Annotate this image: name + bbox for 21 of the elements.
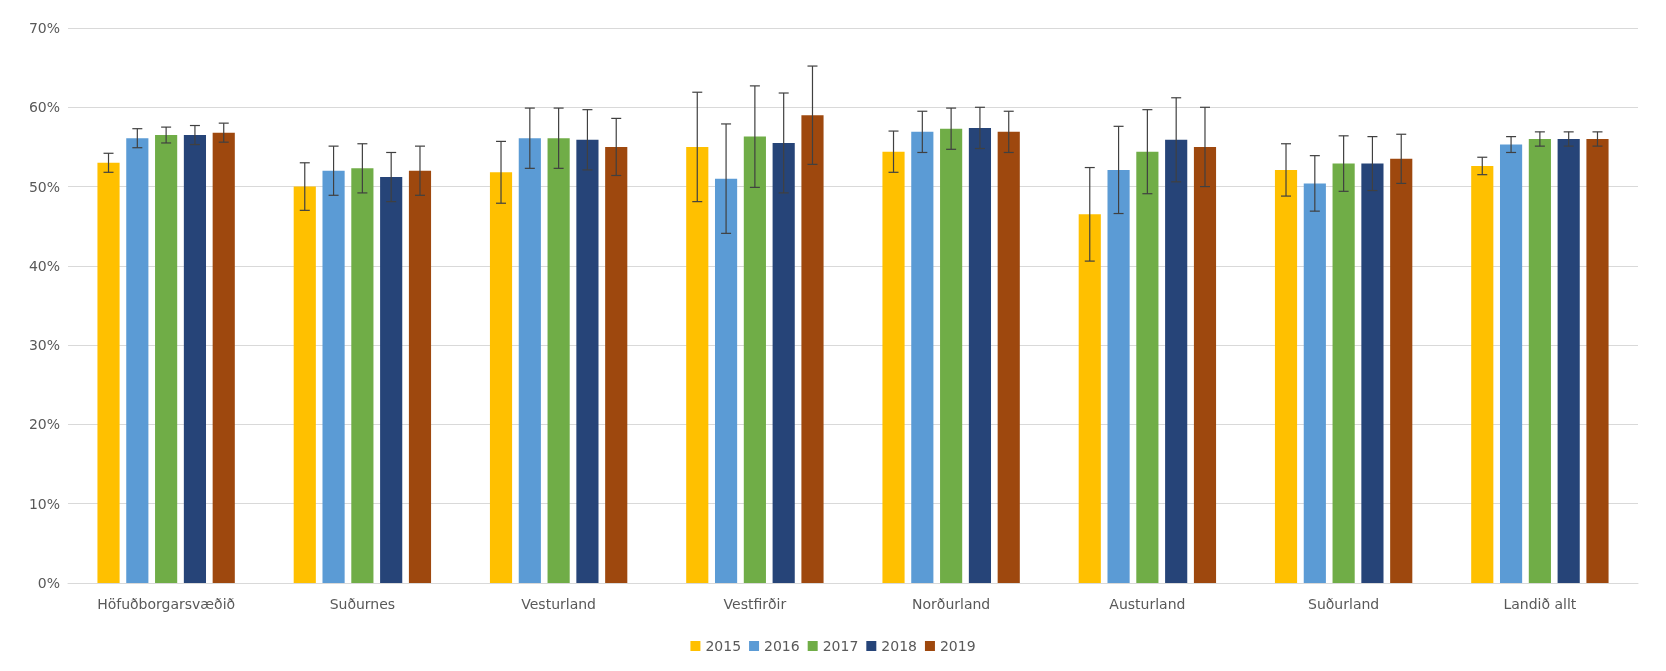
y-tick-label: 20% — [28, 416, 60, 433]
y-tick-label: 60% — [28, 99, 60, 116]
y-tick-label: 30% — [28, 337, 60, 354]
x-tick-label: Norðurland — [912, 596, 991, 612]
x-tick-label: Suðurland — [1308, 596, 1380, 612]
legend-label: 2019 — [939, 638, 976, 654]
legend-label: 2017 — [822, 638, 859, 654]
y-tick-label: 50% — [28, 178, 60, 195]
x-tick-label: Landið allt — [1503, 596, 1577, 612]
y-tick-label: 0% — [37, 575, 60, 591]
legend-label: 2016 — [764, 638, 800, 654]
x-tick-label: Suðurnes — [329, 596, 396, 612]
legend-label: 2018 — [881, 638, 917, 654]
legend-label: 2015 — [705, 638, 742, 654]
x-tick-label: Höfuðborgarsvæðið — [97, 596, 236, 612]
y-tick-label: 10% — [28, 495, 60, 512]
x-tick-label: Austurland — [1109, 596, 1186, 612]
y-tick-label: 70% — [28, 20, 60, 36]
x-tick-label: Vesturland — [521, 596, 596, 612]
y-tick-label: 40% — [28, 257, 60, 274]
x-tick-label: Vestfirðir — [723, 596, 787, 612]
